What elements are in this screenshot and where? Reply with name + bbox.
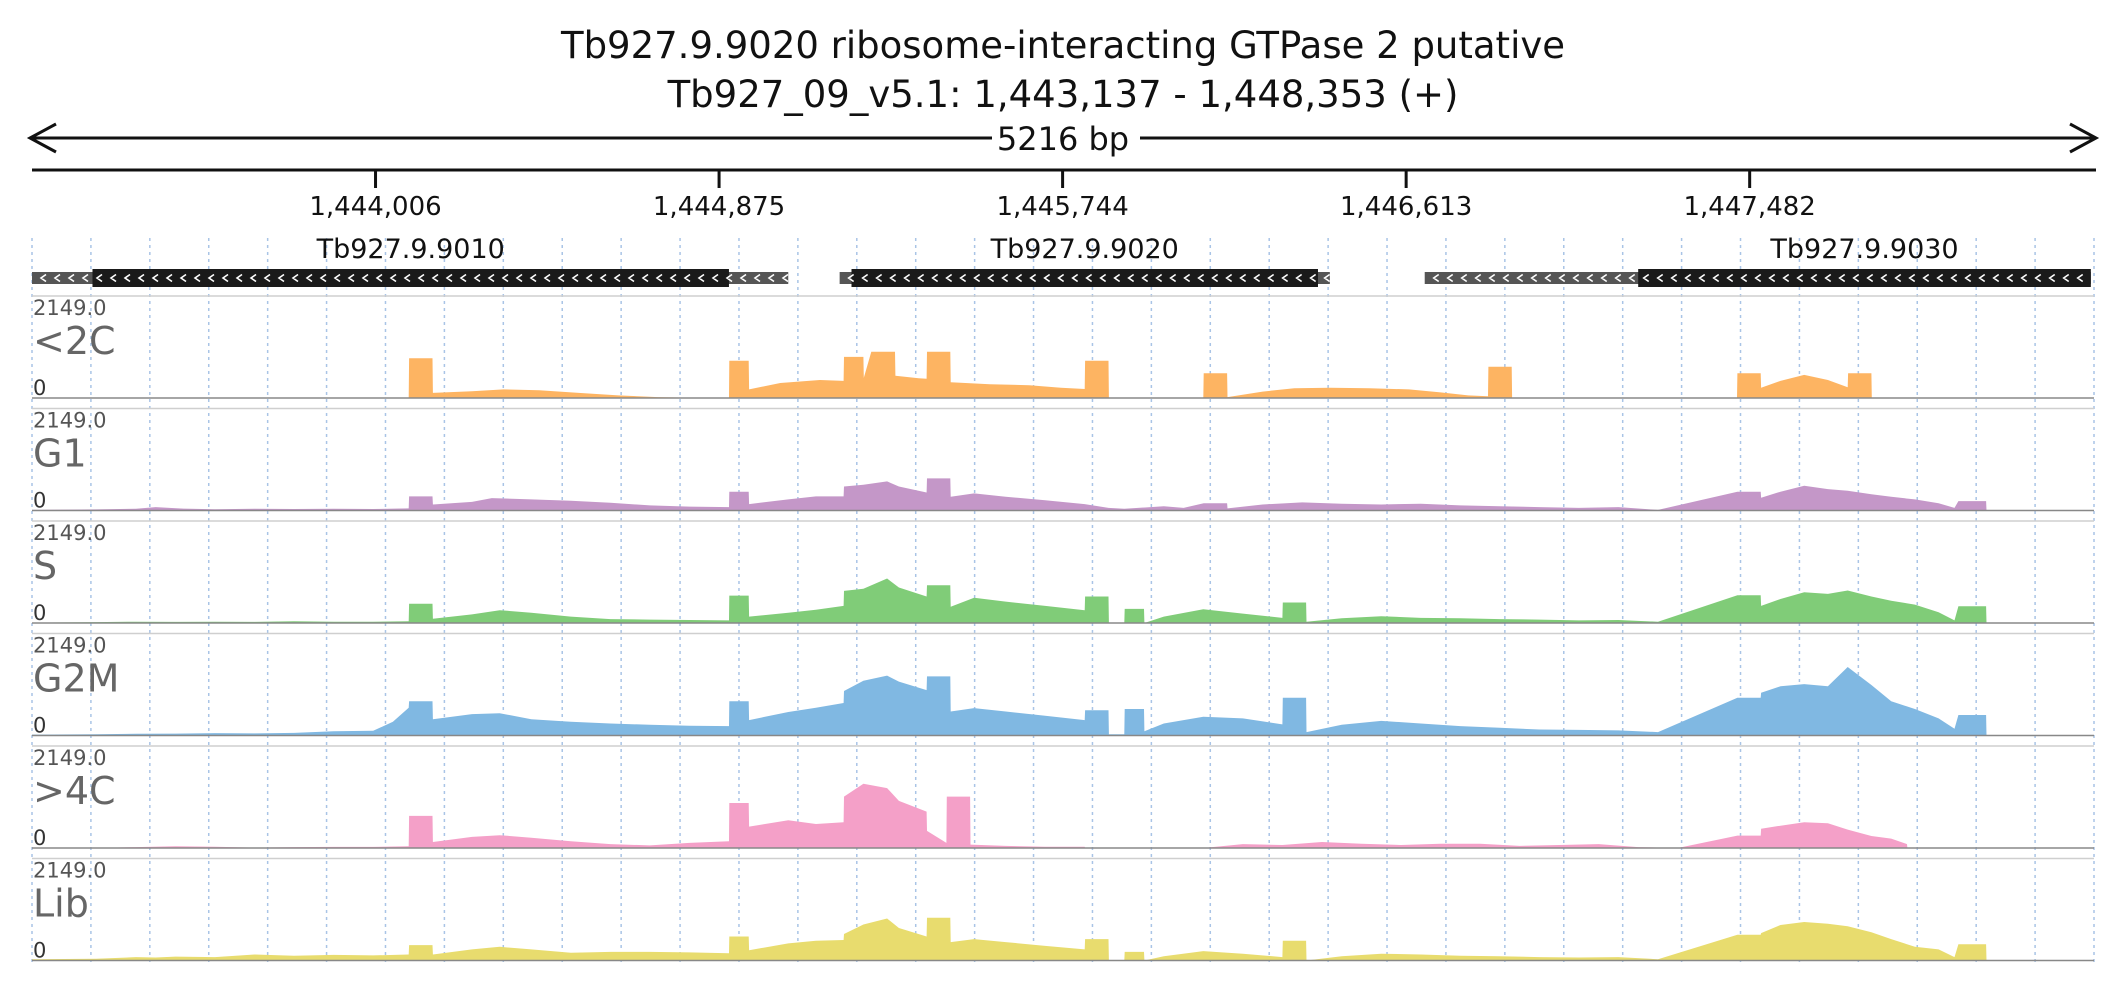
- coverage-area-3: [32, 667, 2094, 736]
- track-max-label-5: 2149.0: [33, 859, 106, 883]
- coverage-area-4: [32, 783, 2094, 848]
- track-zero-label-0: 0: [33, 376, 46, 400]
- track-max-label-3: 2149.0: [33, 634, 106, 658]
- gene-strand-chevrons-2: [1432, 273, 2084, 283]
- x-tick-label-1: 1,444,875: [653, 192, 785, 222]
- track-max-label-2: 2149.0: [33, 521, 106, 545]
- track-name-4: >4C: [33, 769, 116, 813]
- track-name-0: <2C: [33, 319, 116, 363]
- track-zero-label-1: 0: [33, 489, 46, 513]
- span-arrow-right-icon: [2069, 122, 2100, 154]
- x-tick-label-4: 1,447,482: [1684, 192, 1816, 222]
- chart-title: Tb927.9.9020 ribosome-interacting GTPase…: [560, 24, 1565, 67]
- gene-models: Tb927.9.9010 Tb927.9.9020 Tb927.9.9030: [32, 234, 2091, 287]
- span-label: 5216 bp: [997, 120, 1129, 158]
- coverage-area-0: [32, 351, 2094, 398]
- track-zero-label-2: 0: [33, 601, 46, 625]
- track-zero-label-3: 0: [33, 714, 46, 738]
- track-name-5: Lib: [33, 882, 89, 926]
- track-0: 2149.0<2C 0: [32, 295, 2094, 400]
- track-zero-label-4: 0: [33, 826, 46, 850]
- coverage-area-2: [32, 578, 2094, 623]
- gene-strand-chevrons-1: [847, 273, 1331, 283]
- coverage-area-1: [32, 478, 2094, 511]
- track-zero-label-5: 0: [33, 939, 46, 963]
- track-2: 2149.0S 0: [32, 520, 2094, 625]
- track-1: 2149.0G1 0: [32, 407, 2094, 513]
- x-tick-label-3: 1,446,613: [1340, 192, 1472, 222]
- ruler-ticks: 1,444,006 1,444,875 1,445,744 1,446,613 1,44…: [309, 170, 1816, 222]
- gene-cds-2: [1638, 269, 2091, 287]
- span-arrow-left-icon: [26, 122, 57, 154]
- x-tick-label-2: 1,445,744: [996, 192, 1128, 222]
- track-4: 2149.0>4C 0: [32, 745, 2094, 850]
- gene-cds-1: [851, 269, 1318, 287]
- chart-subtitle: Tb927_09_v5.1: 1,443,137 - 1,448,353 (+): [667, 73, 1459, 116]
- track-max-label-0: 2149.0: [33, 296, 106, 320]
- gene-cds-0: [92, 269, 729, 287]
- track-max-label-4: 2149.0: [33, 746, 106, 770]
- span-indicator: 5216 bp: [26, 120, 2100, 158]
- track-name-3: G2M: [33, 657, 119, 701]
- track-name-1: G1: [33, 432, 87, 476]
- track-name-2: S: [33, 544, 57, 588]
- track-max-label-1: 2149.0: [33, 409, 106, 433]
- gene-strand-chevrons-0: [39, 273, 789, 283]
- gene-label-2: Tb927.9.9030: [1769, 234, 1958, 265]
- x-tick-label-0: 1,444,006: [309, 192, 441, 222]
- gene-label-1: Tb927.9.9020: [990, 234, 1179, 265]
- gene-label-0: Tb927.9.9010: [316, 234, 505, 265]
- coverage-area-5: [32, 917, 2094, 961]
- coverage-tracks: 2149.0<2C02149.0G102149.0S02149.0G2M0214…: [32, 295, 2094, 963]
